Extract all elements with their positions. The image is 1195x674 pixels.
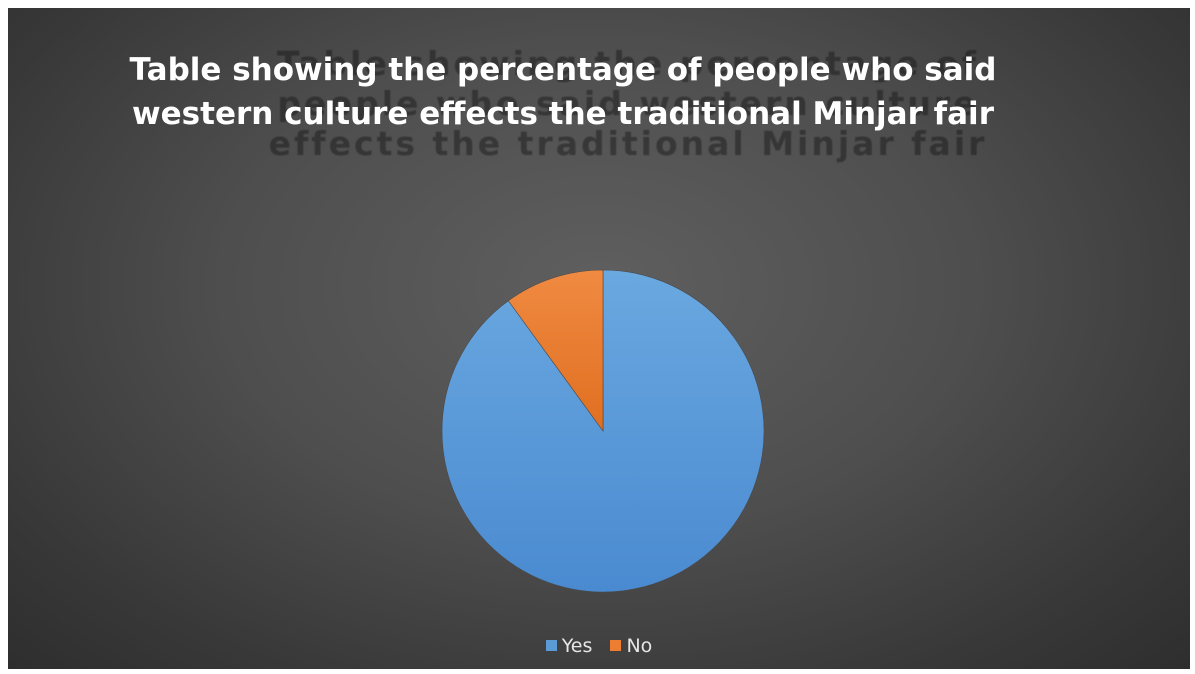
chart-title-shadow: Table showing the percentage of people w… <box>268 44 988 163</box>
legend-label-no: No <box>626 634 653 657</box>
legend-swatch-no <box>610 640 622 651</box>
legend-swatch-yes <box>545 640 557 651</box>
legend-item-no: No <box>610 635 652 657</box>
chart-area: Table showing the percentage of people w… <box>8 8 1190 669</box>
pie-chart <box>441 269 765 593</box>
legend-label-yes: Yes <box>561 634 593 657</box>
pie-slice-no <box>507 269 604 432</box>
chart-legend: Yes No <box>8 634 1190 657</box>
chart-title: Table showing the percentage of people w… <box>129 52 997 132</box>
legend-item-yes: Yes <box>545 634 593 657</box>
